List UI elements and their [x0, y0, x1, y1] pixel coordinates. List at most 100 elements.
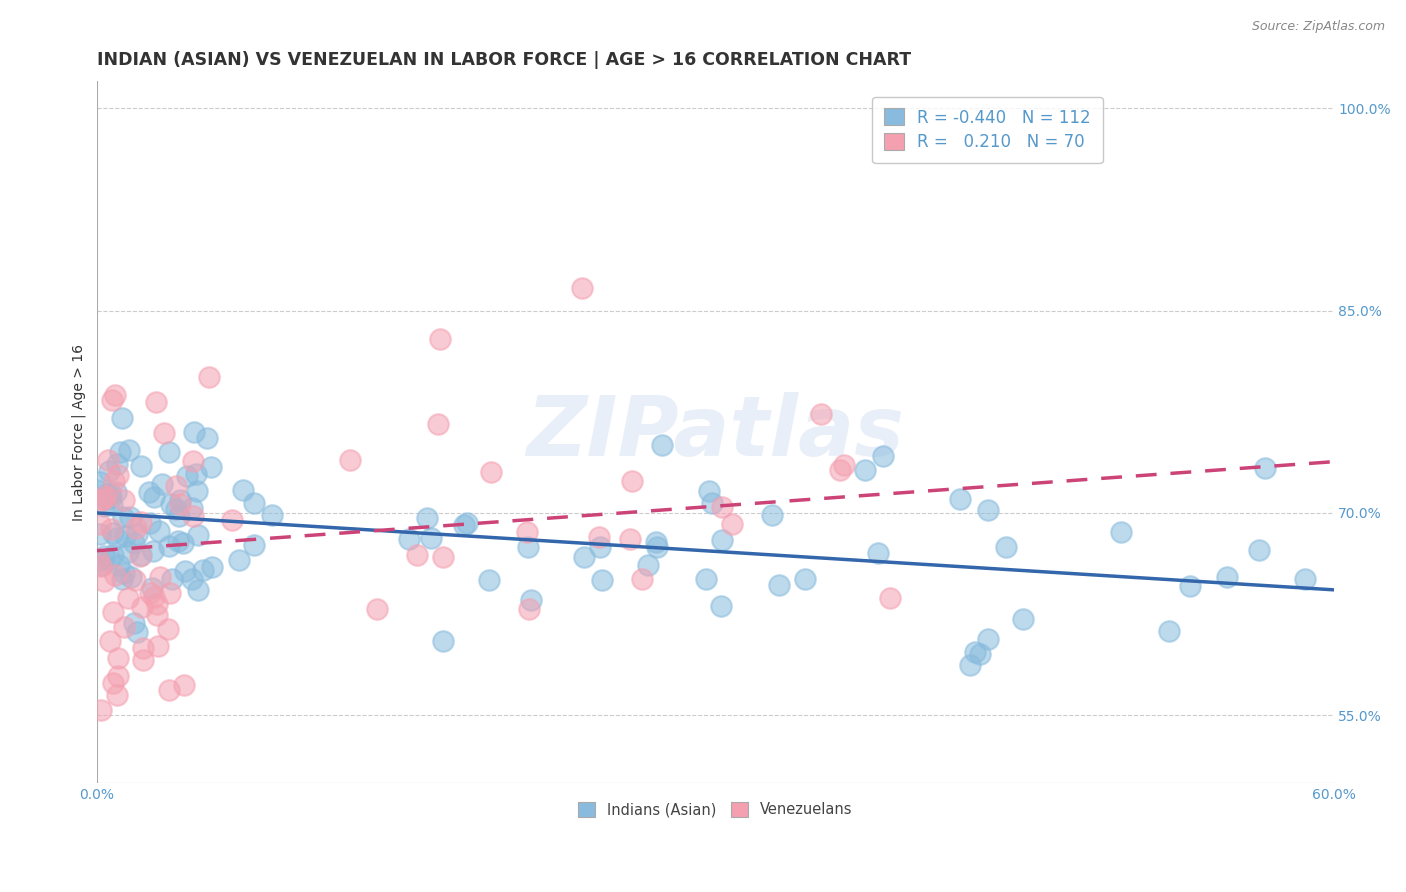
- Point: [195, 431, 218, 445]
- Point: [228, 552, 250, 566]
- Point: [98, 633, 121, 648]
- Point: [89, 797, 111, 811]
- Point: [426, 417, 449, 431]
- Point: [242, 538, 264, 552]
- Point: [107, 668, 129, 682]
- Point: [89, 526, 111, 541]
- Point: [143, 491, 166, 505]
- Point: [169, 498, 191, 512]
- Point: [124, 521, 146, 535]
- Point: [768, 578, 790, 592]
- Point: [180, 572, 202, 586]
- Point: [366, 602, 388, 616]
- Point: [711, 500, 734, 514]
- Point: [93, 574, 115, 588]
- Point: [117, 545, 139, 559]
- Point: [105, 688, 128, 702]
- Point: [157, 683, 180, 698]
- Point: [97, 452, 120, 467]
- Point: [645, 541, 668, 555]
- Point: [138, 484, 160, 499]
- Point: [419, 531, 441, 545]
- Point: [110, 410, 132, 425]
- Point: [103, 475, 125, 489]
- Point: [516, 525, 538, 540]
- Point: [118, 509, 141, 524]
- Point: [127, 625, 149, 640]
- Point: [416, 511, 439, 525]
- Point: [104, 568, 127, 582]
- Point: [963, 645, 986, 659]
- Point: [591, 573, 613, 587]
- Point: [165, 478, 187, 492]
- Point: [149, 570, 172, 584]
- Point: [104, 485, 127, 500]
- Point: [100, 522, 122, 536]
- Point: [104, 388, 127, 402]
- Point: [142, 590, 165, 604]
- Point: [87, 552, 110, 566]
- Point: [588, 530, 610, 544]
- Point: [93, 492, 115, 507]
- Point: [994, 541, 1017, 555]
- Point: [139, 516, 162, 530]
- Point: [101, 526, 124, 541]
- Point: [478, 573, 501, 587]
- Point: [959, 658, 981, 673]
- Point: [260, 508, 283, 522]
- Point: [97, 552, 120, 566]
- Point: [183, 425, 205, 439]
- Point: [89, 516, 111, 531]
- Point: [406, 548, 429, 562]
- Point: [89, 475, 111, 490]
- Point: [160, 572, 183, 586]
- Point: [146, 639, 169, 653]
- Point: [108, 558, 131, 572]
- Text: Source: ZipAtlas.com: Source: ZipAtlas.com: [1251, 20, 1385, 33]
- Point: [197, 370, 219, 384]
- Point: [479, 465, 502, 479]
- Point: [111, 572, 134, 586]
- Point: [589, 540, 612, 554]
- Point: [571, 281, 593, 295]
- Point: [700, 495, 723, 509]
- Point: [128, 549, 150, 563]
- Point: [100, 392, 122, 407]
- Point: [853, 463, 876, 477]
- Point: [186, 484, 208, 499]
- Point: [1109, 524, 1132, 539]
- Legend: Indians (Asian), Venezuelans: Indians (Asian), Venezuelans: [571, 795, 860, 824]
- Point: [828, 463, 851, 477]
- Point: [93, 549, 115, 563]
- Point: [517, 540, 540, 554]
- Point: [977, 632, 1000, 647]
- Point: [103, 675, 125, 690]
- Point: [139, 586, 162, 600]
- Point: [129, 549, 152, 563]
- Point: [176, 468, 198, 483]
- Y-axis label: In Labor Force | Age > 16: In Labor Force | Age > 16: [72, 343, 86, 521]
- Point: [107, 651, 129, 665]
- Point: [96, 487, 118, 501]
- Point: [156, 622, 179, 636]
- Point: [118, 442, 141, 457]
- Point: [520, 593, 543, 607]
- Point: [948, 491, 970, 506]
- Point: [107, 468, 129, 483]
- Point: [117, 591, 139, 605]
- Point: [172, 536, 194, 550]
- Point: [1157, 624, 1180, 639]
- Point: [142, 544, 165, 558]
- Point: [150, 476, 173, 491]
- Point: [187, 582, 209, 597]
- Point: [619, 532, 641, 546]
- Point: [90, 558, 112, 572]
- Point: [761, 508, 783, 522]
- Point: [721, 517, 744, 532]
- Point: [221, 513, 243, 527]
- Point: [651, 438, 673, 452]
- Point: [165, 502, 187, 516]
- Point: [637, 558, 659, 572]
- Point: [157, 444, 180, 458]
- Point: [339, 453, 361, 467]
